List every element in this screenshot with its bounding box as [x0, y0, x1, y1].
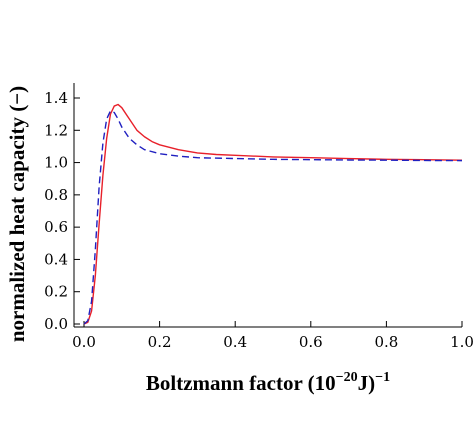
x-tick-label: 0.6: [299, 333, 323, 351]
y-axis-title: normalized heat capacity (−): [5, 86, 29, 342]
y-tick-label: 1.0: [44, 154, 68, 172]
plot-frame: [73, 83, 462, 328]
y-tick-label: 0.6: [44, 218, 68, 236]
y-tick-label: 0.4: [44, 250, 68, 268]
y-tick-label: 1.2: [44, 121, 68, 139]
x-ticks: 0.0 0.2 0.4 0.6 0.8 1.0: [72, 321, 474, 351]
x-tick-label: 1.0: [450, 333, 474, 351]
x-axis-title-exponent-2: −1: [375, 370, 390, 385]
x-axis-title-exponent: −20: [336, 370, 358, 385]
y-tick-label: 0.0: [44, 315, 68, 333]
x-tick-label: 0.4: [223, 333, 247, 351]
x-axis-title: Boltzmann factor (10−20J)−1: [146, 370, 390, 395]
x-tick-label: 0.0: [72, 333, 96, 351]
y-tick-label: 1.4: [44, 89, 68, 107]
x-axis-title-tail: J): [358, 371, 376, 395]
y-tick-label: 0.8: [44, 186, 68, 204]
series-line-dashed-blue: [83, 110, 463, 325]
x-axis-title-main: Boltzmann factor (10: [146, 371, 336, 395]
y-ticks: 0.0 0.2 0.4 0.6 0.8 1.0 1.2 1.4: [44, 89, 80, 333]
series-layer: [83, 103, 463, 325]
series-line-solid-red: [83, 103, 463, 325]
y-tick-label: 0.2: [44, 283, 68, 301]
x-tick-label: 0.2: [148, 333, 172, 351]
x-tick-label: 0.8: [374, 333, 398, 351]
